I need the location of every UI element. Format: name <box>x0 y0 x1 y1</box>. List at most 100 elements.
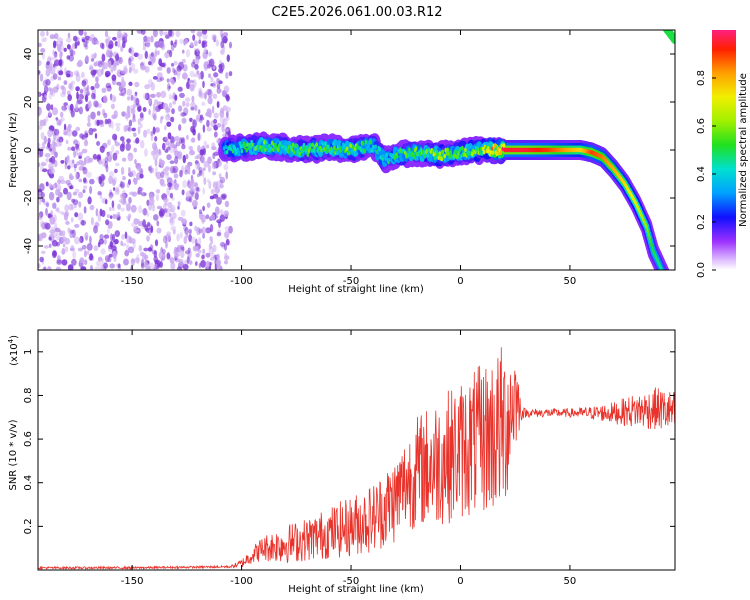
noise-speckle <box>149 167 155 174</box>
noise-speckle <box>63 187 68 195</box>
noise-speckle <box>213 112 219 119</box>
noise-speckle <box>94 221 99 226</box>
noise-speckle <box>126 215 131 220</box>
ridge-blob <box>435 149 439 154</box>
ridge-blob <box>661 271 669 285</box>
noise-speckle <box>51 145 56 154</box>
noise-speckle <box>50 104 54 111</box>
noise-speckle <box>39 256 44 263</box>
noise-speckle <box>198 166 203 175</box>
noise-speckle <box>223 32 229 37</box>
noise-speckle <box>116 263 119 268</box>
noise-speckle <box>95 40 100 45</box>
noise-speckle <box>46 103 51 111</box>
noise-speckle <box>74 41 78 49</box>
noise-speckle <box>68 54 75 62</box>
noise-speckle <box>121 111 126 117</box>
noise-speckle <box>54 227 61 233</box>
noise-speckle <box>45 181 49 187</box>
ridge-blob <box>283 145 287 150</box>
noise-speckle <box>90 34 95 39</box>
noise-speckle <box>143 208 147 216</box>
ridge-blob <box>666 280 671 289</box>
noise-speckle <box>190 236 196 244</box>
noise-speckle <box>48 243 52 248</box>
noise-speckle <box>177 105 183 112</box>
x-tick-label: -100 <box>230 276 253 287</box>
x-tick-label: -150 <box>121 276 144 287</box>
noise-speckle <box>41 222 47 230</box>
noise-speckle <box>188 260 193 265</box>
noise-speckle <box>109 263 115 269</box>
noise-speckle <box>159 76 165 81</box>
noise-speckle <box>219 214 226 222</box>
ridge-blob <box>305 145 309 150</box>
noise-speckle <box>82 189 86 194</box>
noise-speckle <box>219 30 224 38</box>
noise-speckle <box>133 229 140 233</box>
ridge-blob <box>291 142 295 148</box>
noise-speckle <box>198 228 203 234</box>
noise-speckle <box>193 182 199 188</box>
noise-speckle <box>179 232 183 239</box>
ridge-blob <box>501 146 505 152</box>
x-tick-label: 0 <box>457 276 463 287</box>
noise-speckle <box>69 233 73 239</box>
noise-speckle <box>213 131 218 138</box>
noise-speckle <box>47 129 53 138</box>
noise-speckle <box>67 146 72 151</box>
noise-speckle <box>138 245 143 252</box>
noise-speckle <box>97 213 101 222</box>
noise-speckle <box>104 238 107 245</box>
noise-speckle <box>112 207 115 211</box>
noise-speckle <box>128 179 131 185</box>
noise-speckle <box>89 253 94 261</box>
noise-speckle <box>106 87 112 92</box>
noise-speckle <box>80 266 87 270</box>
noise-speckle <box>162 31 169 36</box>
noise-speckle <box>89 178 95 185</box>
noise-speckle <box>182 49 185 54</box>
noise-speckle <box>191 137 196 143</box>
noise-speckle <box>50 210 54 216</box>
noise-speckle <box>180 251 185 258</box>
ridge-blob <box>315 142 319 147</box>
ridge-blob <box>270 146 273 151</box>
noise-speckle <box>138 205 143 214</box>
noise-speckle <box>43 266 47 270</box>
noise-speckle <box>85 94 89 103</box>
noise-speckle <box>75 143 80 149</box>
noise-speckle <box>167 182 173 188</box>
colorbar-tick-label: 0.6 <box>696 118 707 134</box>
noise-speckle <box>225 238 230 246</box>
noise-speckle <box>228 71 233 77</box>
noise-speckle <box>104 30 109 38</box>
noise-speckle <box>44 153 51 158</box>
noise-speckle <box>182 72 188 80</box>
noise-speckle <box>164 125 167 131</box>
noise-speckle <box>61 106 68 112</box>
noise-speckle <box>171 79 175 85</box>
ridge-blob <box>325 148 328 153</box>
noise-speckle <box>166 121 172 127</box>
noise-speckle <box>166 231 172 237</box>
noise-speckle <box>67 183 73 188</box>
noise-speckle <box>168 85 171 90</box>
noise-speckle <box>112 178 116 186</box>
noise-speckle <box>61 105 67 111</box>
noise-speckle <box>76 61 83 68</box>
colorbar: 0.0 0.2 0.4 0.6 0.8 Normalized spectral ampl… <box>696 30 749 278</box>
ridge-blob <box>298 151 302 157</box>
noise-speckle <box>75 86 80 92</box>
ridge-blob <box>661 272 673 292</box>
noise-speckle <box>222 35 228 44</box>
noise-speckle <box>197 145 201 153</box>
noise-speckle <box>48 236 52 241</box>
colorbar-ticks: 0.0 0.2 0.4 0.6 0.8 <box>696 70 716 278</box>
noise-speckle <box>144 148 148 157</box>
noise-speckle <box>168 93 173 100</box>
noise-speckle <box>84 95 88 101</box>
noise-speckle <box>187 170 191 175</box>
noise-speckle <box>155 193 160 202</box>
ridge-blob <box>309 143 313 148</box>
